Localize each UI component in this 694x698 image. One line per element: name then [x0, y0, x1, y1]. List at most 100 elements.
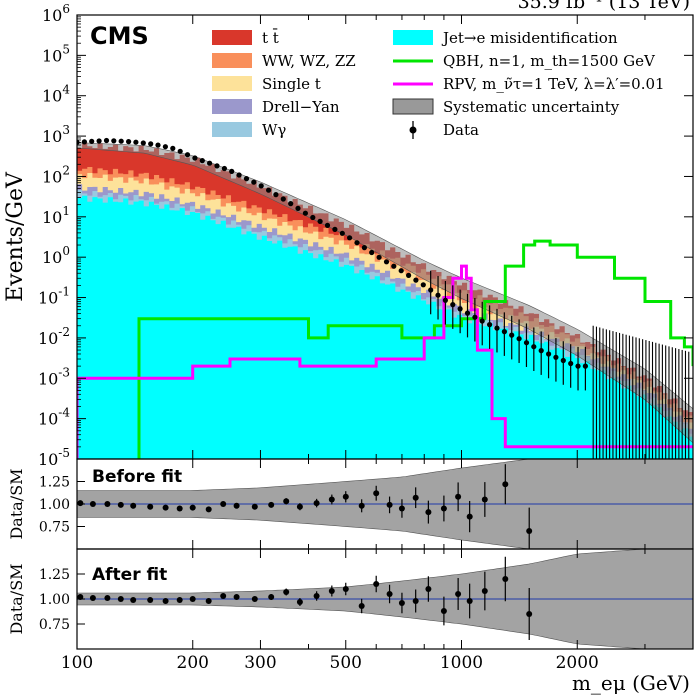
- ratio-after-point: [526, 611, 533, 617]
- data-point: [369, 249, 375, 256]
- ratio-after-y-title: Data/SM: [7, 563, 26, 634]
- ratio-before-point: [296, 503, 303, 510]
- data-point: [494, 325, 500, 331]
- y-tick-label: 106: [42, 2, 70, 25]
- ratio-after-point: [412, 598, 419, 604]
- legend-label-7: RPV, m_ν̃τ=1 TeV, λ=λ′=0.01: [443, 75, 665, 93]
- legend-swatch-2: [212, 76, 252, 91]
- data-points: [77, 137, 690, 459]
- data-point: [568, 360, 574, 367]
- y-tick-label: 103: [42, 123, 70, 146]
- ratio-after-point: [398, 600, 405, 606]
- stack-0: [77, 195, 693, 459]
- data-point: [162, 144, 168, 150]
- after-fit-label: After fit: [92, 565, 167, 585]
- ratio-before-point: [117, 501, 124, 508]
- legend-swatch-3: [212, 99, 252, 114]
- data-point: [487, 322, 493, 328]
- ratio-before-point: [220, 501, 227, 507]
- ratio-after-point: [296, 599, 303, 605]
- ratio-after-point: [251, 596, 258, 602]
- ratio-before-y-title: Data/SM: [7, 468, 26, 539]
- legend-swatch-5: [393, 30, 433, 45]
- ratio-before-point: [77, 500, 84, 507]
- ratio-after-point: [233, 594, 240, 600]
- ratio-before-fit-panel: 0.75 1.00 1.25 Before fit Data/SM: [7, 458, 694, 550]
- y-tick-label: 10-5: [38, 446, 70, 469]
- data-point: [310, 214, 316, 221]
- data-point: [317, 218, 323, 224]
- data-point: [383, 259, 390, 265]
- data-point: [442, 297, 448, 303]
- data-point: [457, 306, 463, 312]
- ratio-after-y-tick-label: 0.75: [39, 617, 70, 633]
- data-point: [546, 351, 552, 357]
- data-point: [391, 263, 397, 269]
- x-tick-label: 1000: [440, 653, 483, 673]
- data-point: [420, 282, 426, 288]
- ratio-after-point: [342, 586, 349, 592]
- data-point: [582, 363, 589, 369]
- ratio-after-point: [386, 591, 393, 597]
- data-point: [229, 168, 235, 174]
- main-y-axis-title: Events/GeV: [3, 171, 28, 302]
- ratio-after-point: [189, 596, 196, 602]
- ratio-before-point: [176, 505, 183, 512]
- y-tick-label: 101: [42, 204, 70, 227]
- x-tick-label: 2000: [556, 653, 599, 673]
- y-tick-label: 10-1: [38, 285, 70, 308]
- data-point: [560, 357, 566, 364]
- data-point: [538, 348, 544, 354]
- ratio-before-point: [205, 506, 212, 513]
- data-point: [376, 254, 382, 260]
- ratio-after-point: [502, 576, 509, 582]
- data-point: [126, 139, 132, 145]
- legend-label-6: QBH, n=1, m_th=1500 GeV: [443, 52, 656, 70]
- y-tick-label: 102: [42, 163, 70, 186]
- data-point: [339, 230, 345, 236]
- ratio-before-point: [104, 501, 111, 507]
- y-tick-label: 105: [42, 42, 70, 65]
- before-fit-label: Before fit: [92, 467, 182, 487]
- signal-line-0: [137, 239, 693, 459]
- y-tick-exponent: -2: [58, 325, 70, 339]
- ratio-before-point: [358, 502, 365, 509]
- y-tick-exponent: 1: [62, 204, 70, 218]
- x-tick-label: 300: [244, 653, 276, 673]
- ratio-after-point: [176, 597, 183, 603]
- ratio-before-point: [147, 503, 154, 510]
- ratio-after-point: [440, 608, 447, 614]
- legend-label-0: t t̄: [262, 29, 279, 47]
- legend-swatch-4: [212, 122, 252, 137]
- x-axis-title: m_eμ (GeV): [572, 671, 690, 695]
- data-point: [258, 183, 264, 189]
- data-point: [236, 172, 242, 178]
- y-tick-exponent: -4: [58, 406, 70, 420]
- ratio-before-point: [233, 502, 240, 509]
- ratio-after-point: [283, 589, 290, 595]
- data-point: [509, 332, 515, 338]
- data-point: [324, 222, 331, 228]
- ratio-before-point: [342, 493, 349, 500]
- ratio-before-point: [373, 490, 380, 497]
- ratio-before-point: [386, 501, 393, 508]
- ratio-after-y-tick-label: 1.25: [39, 567, 70, 583]
- ratio-before-point: [526, 528, 533, 534]
- data-point: [214, 163, 220, 169]
- data-point: [288, 201, 294, 207]
- data-point: [96, 138, 102, 144]
- x-tick-label: 200: [177, 653, 209, 673]
- data-point: [89, 138, 95, 144]
- data-point: [332, 226, 338, 232]
- ratio-before-point: [481, 496, 488, 503]
- y-tick-exponent: 0: [62, 244, 70, 258]
- data-point: [133, 139, 139, 145]
- ratio-before-point: [268, 501, 275, 508]
- legend-label-8: Systematic uncertainty: [443, 98, 620, 116]
- ratio-after-point: [373, 581, 380, 587]
- cms-label: CMS: [90, 22, 149, 50]
- legend-swatch-1: [212, 53, 252, 68]
- ratio-after-point: [130, 597, 137, 603]
- main-panel: 10-510-410-310-210-110010110210310410510…: [3, 2, 694, 469]
- ratio-before-point: [251, 503, 258, 510]
